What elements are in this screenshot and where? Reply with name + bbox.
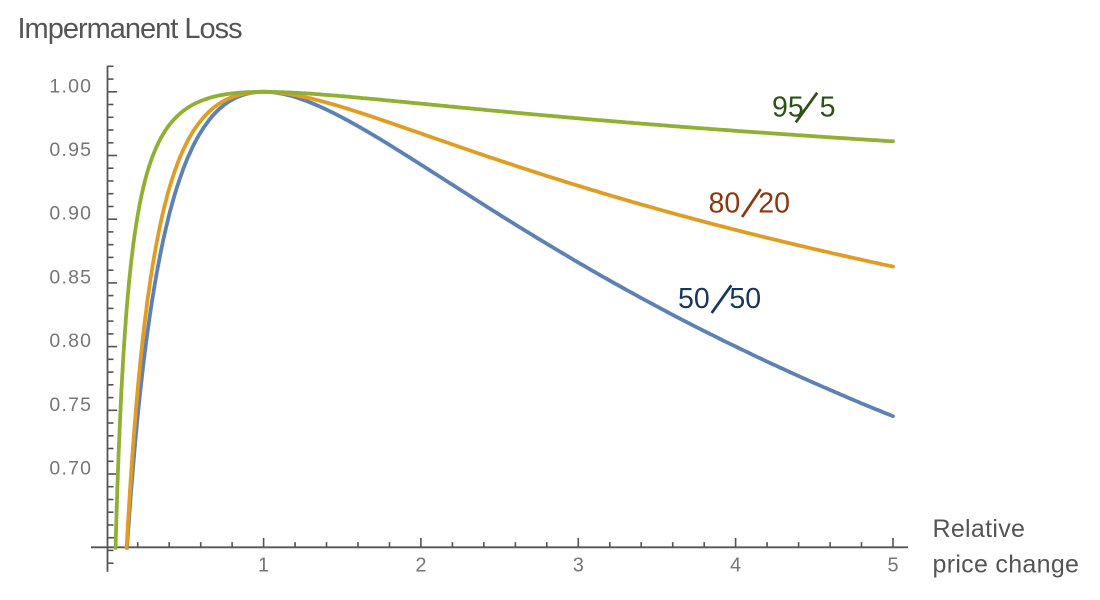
svg-text:0.95: 0.95 [49,139,92,161]
svg-text:1.00: 1.00 [49,75,92,97]
svg-text:20: 20 [758,188,790,220]
svg-text:1: 1 [258,554,269,576]
svg-text:0.75: 0.75 [49,394,92,416]
svg-text:50: 50 [729,283,761,315]
svg-text:price change: price change [933,551,1080,579]
svg-text:80: 80 [709,188,741,220]
svg-text:3: 3 [573,554,584,576]
svg-text:0.80: 0.80 [49,330,92,352]
svg-text:2: 2 [415,554,426,576]
svg-text:50: 50 [678,283,710,315]
svg-text:Relative: Relative [933,515,1026,543]
svg-text:Impermanent Loss: Impermanent Loss [18,13,243,45]
svg-text:0.70: 0.70 [49,458,92,480]
svg-text:5: 5 [820,92,836,124]
svg-text:0.85: 0.85 [49,266,92,288]
svg-text:4: 4 [730,554,741,576]
svg-text:5: 5 [887,554,898,576]
svg-text:0.90: 0.90 [49,203,92,225]
